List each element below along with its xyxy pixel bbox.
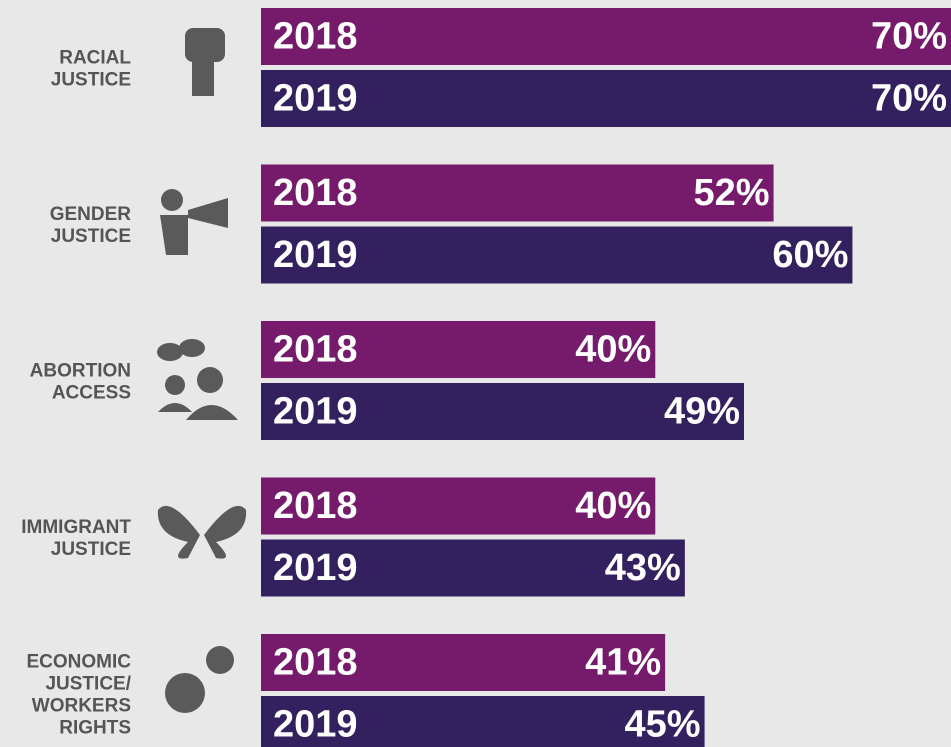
series-label: 2018 [273, 172, 358, 214]
series-label: 2018 [273, 485, 358, 527]
series-label: 2018 [273, 329, 358, 371]
bar [261, 634, 666, 691]
value-label: 49% [664, 391, 740, 433]
series-label: 2019 [273, 547, 358, 589]
category-label: IMMIGRANT JUSTICE [21, 517, 131, 560]
series-label: 2019 [273, 234, 358, 276]
bar [261, 477, 656, 535]
bar [261, 321, 656, 378]
category-label: ABORTION ACCESS [30, 361, 131, 404]
value-label: 45% [625, 704, 701, 746]
series-label: 2018 [273, 642, 358, 684]
series-label: 2018 [273, 16, 358, 58]
bar [261, 539, 685, 597]
series-label: 2019 [273, 391, 358, 433]
value-label: 40% [575, 485, 651, 527]
value-label: 70% [871, 16, 947, 58]
megaphone-icon [160, 189, 228, 255]
bar [261, 70, 951, 127]
bar [261, 696, 705, 747]
series-label: 2019 [273, 78, 358, 120]
value-label: 40% [575, 329, 651, 371]
category-label: RACIAL JUSTICE [51, 48, 132, 91]
bar [261, 164, 774, 222]
category-label: ECONOMIC JUSTICE/WORKERS RIGHTS [27, 652, 132, 739]
fist-icon [185, 28, 225, 96]
value-label: 52% [694, 172, 770, 214]
category-label: GENDER JUSTICE [50, 204, 132, 247]
butterfly-icon [157, 505, 247, 559]
value-label: 70% [871, 78, 947, 120]
bar [261, 226, 853, 284]
people-icon [157, 339, 238, 420]
value-label: 41% [585, 642, 661, 684]
bar [261, 383, 744, 440]
series-label: 2019 [273, 704, 358, 746]
icons [157, 28, 247, 713]
value-label: 60% [772, 234, 848, 276]
bar [261, 8, 951, 65]
gears-icon [165, 646, 234, 713]
value-label: 43% [605, 547, 681, 589]
